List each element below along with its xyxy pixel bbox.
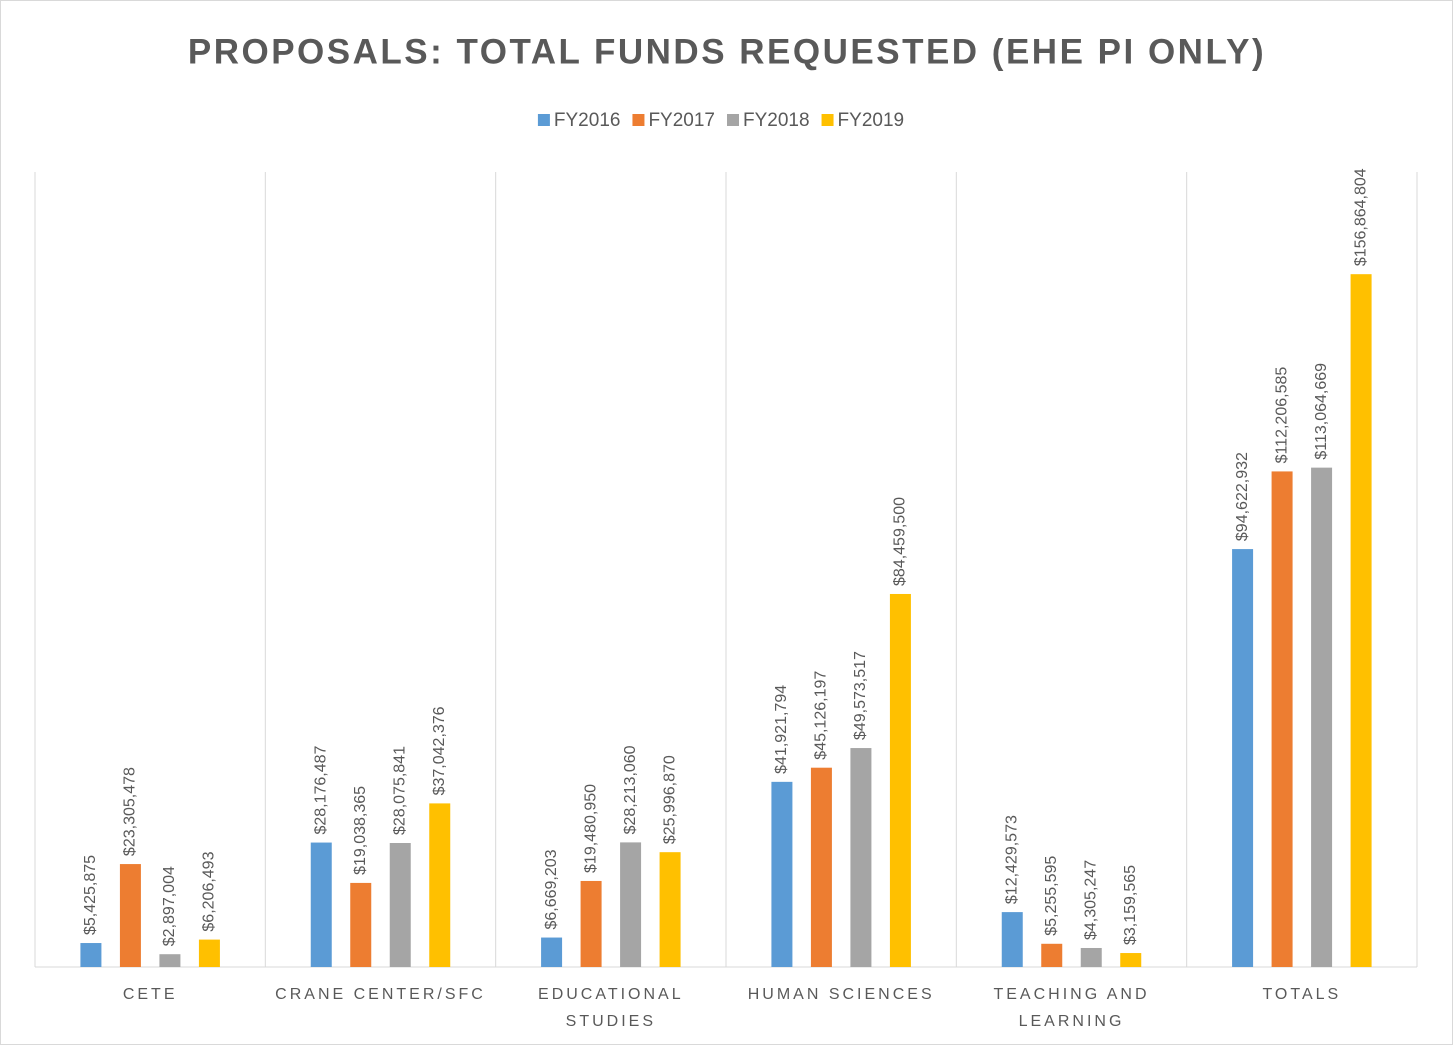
data-label: $84,459,500 — [892, 497, 909, 586]
legend-label: FY2019 — [838, 110, 905, 131]
bar — [1271, 471, 1293, 967]
bar — [850, 748, 872, 967]
legend-swatch — [727, 114, 739, 126]
bar — [429, 803, 451, 967]
data-label: $6,206,493 — [201, 851, 218, 931]
bar — [1350, 274, 1372, 968]
data-label: $23,305,478 — [122, 767, 139, 856]
bar — [1001, 912, 1023, 967]
data-label: $25,996,870 — [661, 755, 678, 844]
legend-label: FY2017 — [648, 110, 715, 131]
data-label: $28,176,487 — [312, 745, 329, 834]
bar — [889, 593, 911, 967]
bar — [1311, 467, 1333, 967]
bar — [541, 937, 563, 967]
data-label: $3,159,565 — [1122, 865, 1139, 945]
data-label: $28,075,841 — [391, 746, 408, 835]
bar — [198, 939, 220, 967]
data-label: $41,921,794 — [773, 685, 790, 774]
data-label: $113,064,669 — [1313, 363, 1330, 460]
bar — [80, 943, 102, 967]
bar — [310, 842, 332, 967]
bar — [1041, 943, 1063, 967]
bar — [1080, 947, 1102, 967]
legend-swatch — [821, 114, 834, 126]
bar — [389, 842, 411, 967]
data-label: $4,305,247 — [1082, 860, 1099, 940]
bar — [350, 882, 372, 967]
legend-swatch — [632, 114, 645, 126]
data-label: $5,425,875 — [82, 855, 99, 935]
data-label: $37,042,376 — [431, 706, 448, 795]
legend-swatch — [537, 114, 550, 126]
bar — [1120, 953, 1142, 967]
data-label: $6,669,203 — [543, 849, 560, 929]
legend-label: FY2018 — [743, 110, 810, 131]
x-tick-label: EDUCATIONAL STUDIES — [538, 986, 684, 1030]
bar — [810, 767, 832, 967]
data-label: $112,206,585 — [1273, 367, 1290, 464]
x-tick-label: CRANE CENTER/SFC — [275, 986, 486, 1003]
bar — [580, 880, 602, 967]
bar — [771, 781, 793, 967]
bar — [159, 954, 181, 967]
data-label: $49,573,517 — [852, 651, 869, 740]
data-label: $156,864,804 — [1352, 168, 1369, 266]
data-label: $19,038,365 — [352, 786, 369, 875]
bar — [1232, 549, 1254, 967]
data-label: $2,897,004 — [161, 866, 178, 946]
legend-label: FY2016 — [554, 110, 621, 131]
bar — [659, 852, 681, 967]
x-tick-label: TOTALS — [1262, 986, 1342, 1003]
x-tick-label: HUMAN SCIENCES — [747, 986, 935, 1003]
x-tick-label: TEACHING AND LEARNING — [993, 986, 1150, 1030]
data-label: $94,622,932 — [1234, 452, 1251, 541]
data-label: $45,126,197 — [813, 671, 830, 760]
bar — [119, 864, 141, 967]
bar — [620, 842, 642, 967]
data-label: $5,255,595 — [1043, 856, 1060, 936]
x-tick-label: CETE — [122, 986, 178, 1003]
data-label: $12,429,573 — [1003, 815, 1020, 904]
chart-title: PROPOSALS: TOTAL FUNDS REQUESTED (EHE PI… — [188, 32, 1266, 71]
data-label: $19,480,950 — [582, 784, 599, 873]
data-label: $28,213,060 — [622, 745, 639, 834]
